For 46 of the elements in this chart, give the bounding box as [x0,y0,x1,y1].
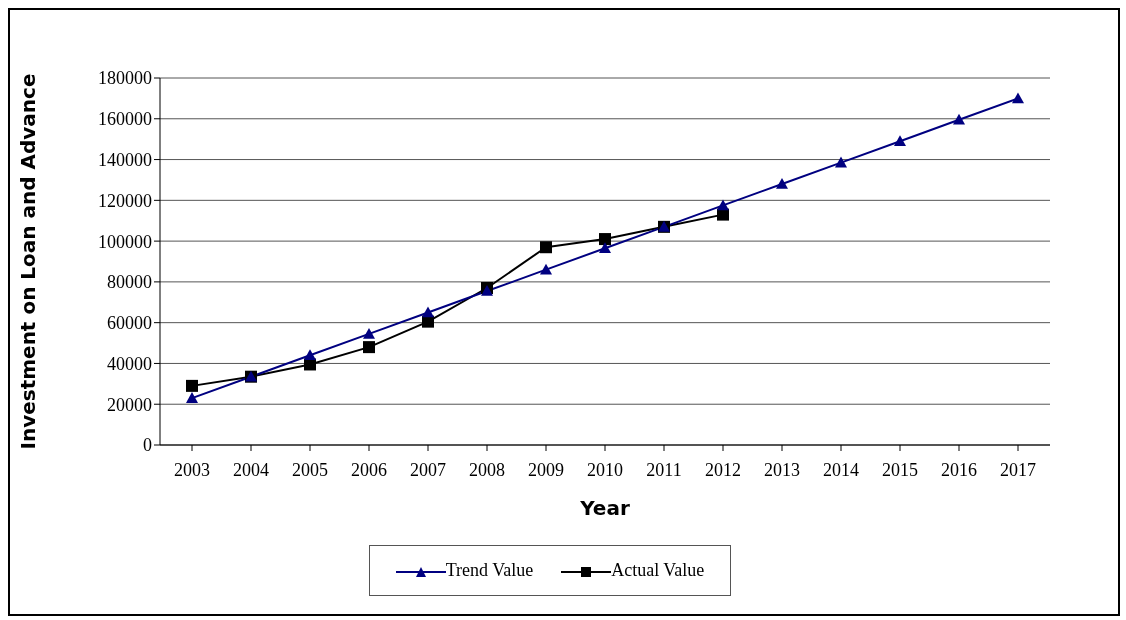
point [304,349,316,361]
y-tick-label: 180000 [98,68,152,89]
point [540,241,552,254]
y-tick-label: 160000 [98,109,152,130]
y-tick-label: 0 [143,435,152,456]
point [835,156,847,168]
point [599,242,611,254]
point [717,199,729,211]
point [186,379,198,392]
x-tick-label: 2013 [764,459,800,480]
x-tick-label: 2016 [941,459,977,480]
x-tick-label: 2009 [528,459,564,480]
point [953,113,965,125]
x-tick-label: 2012 [705,459,741,480]
point [1012,92,1024,104]
x-tick-label: 2017 [1000,459,1036,480]
point [776,178,788,189]
point [363,341,375,354]
point [422,315,434,328]
x-tick-label: 2010 [587,459,623,480]
point [186,392,198,403]
x-tick-label: 2008 [469,459,505,480]
x-tick-label: 2003 [174,459,210,480]
x-tick-label: 2015 [882,459,918,480]
y-tick-label: 60000 [107,313,152,334]
legend-label: Actual Value [610,560,705,581]
x-axis-title: Year [579,496,630,521]
x-tick-label: 2007 [410,459,446,480]
x-tick-label: 2005 [292,459,328,480]
y-tick-label: 40000 [107,353,152,374]
x-tick-label: 2004 [233,459,269,480]
point [599,233,611,246]
y-tick-label: 20000 [107,394,152,415]
point [422,306,434,318]
legend-label: Trend Value [444,560,534,581]
y-axis-title: Investment on Loan and Advance [16,73,41,450]
x-tick-label: 2011 [646,459,682,480]
y-tick-label: 100000 [98,231,152,252]
y-tick-label: 120000 [98,190,152,211]
x-tick-label: 2006 [351,459,387,480]
y-tick-label: 80000 [107,272,152,293]
point [717,208,729,221]
point [894,135,906,147]
y-tick-label: 140000 [98,149,152,170]
x-tick-label: 2014 [823,459,859,480]
point [363,327,375,339]
